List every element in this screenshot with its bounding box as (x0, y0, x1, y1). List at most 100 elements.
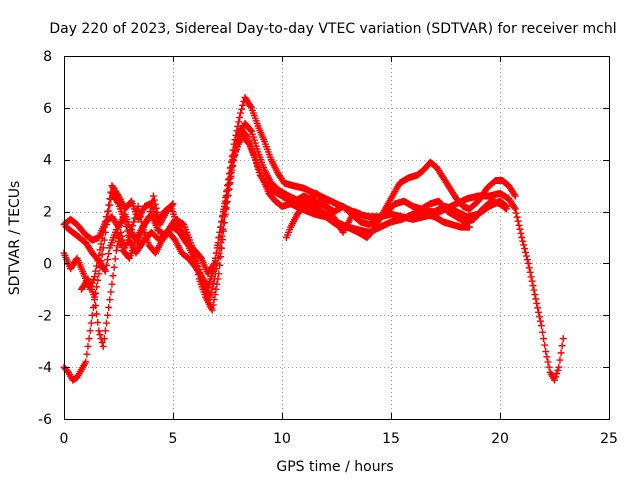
data-point (145, 213, 153, 221)
data-point (117, 228, 125, 236)
data-point (93, 262, 101, 270)
data-point (516, 225, 524, 233)
x-tick-label: 0 (60, 431, 69, 447)
data-point (150, 196, 158, 204)
data-point (82, 358, 90, 366)
data-point (237, 109, 245, 117)
data-point (528, 277, 536, 285)
data-point (105, 201, 113, 209)
data-point (222, 192, 230, 200)
data-points (60, 93, 567, 384)
data-point (503, 202, 511, 210)
data-point (541, 341, 549, 349)
data-point (526, 268, 534, 276)
x-tick-label: 5 (169, 431, 178, 447)
data-point (534, 304, 542, 312)
data-point (149, 192, 157, 200)
data-point (239, 101, 247, 109)
data-point (209, 261, 217, 269)
series-trace-e (77, 192, 177, 350)
data-point (557, 349, 565, 357)
data-point (533, 299, 541, 307)
data-point (511, 192, 519, 200)
data-point (225, 175, 233, 183)
data-point (558, 342, 566, 350)
data-point (121, 218, 129, 226)
data-point (153, 208, 161, 216)
data-point (99, 342, 107, 350)
data-point (536, 313, 544, 321)
data-point (101, 327, 109, 335)
y-axis-label: SDTVAR / TECUs (7, 181, 23, 296)
data-point (91, 272, 99, 280)
data-point (521, 245, 529, 253)
data-point (144, 214, 152, 222)
data-point (208, 306, 216, 314)
x-tick-label: 10 (273, 431, 291, 447)
data-point (555, 363, 563, 371)
data-point (112, 246, 120, 254)
data-point (107, 288, 115, 296)
data-point (539, 328, 547, 336)
data-point (126, 230, 134, 238)
data-point (98, 339, 106, 347)
data-point (154, 212, 162, 220)
data-point (502, 202, 510, 210)
data-point (210, 296, 218, 304)
data-point (535, 308, 543, 316)
data-point (247, 102, 255, 110)
axis-ticks: 0 5 10 15 20 25 -6 -4 -2 0 2 4 6 8 (38, 49, 618, 447)
data-point (122, 222, 130, 230)
data-point (552, 373, 560, 381)
data-point (88, 311, 96, 319)
series-trace-g (422, 210, 473, 231)
data-point (104, 208, 112, 216)
data-point (518, 234, 526, 241)
data-point (236, 113, 244, 121)
data-point (218, 232, 226, 240)
data-point (224, 181, 232, 189)
data-point (95, 327, 103, 335)
data-point (136, 213, 144, 221)
data-point (517, 229, 525, 237)
y-tick-label: 2 (43, 205, 52, 221)
data-point (91, 293, 99, 301)
data-point (551, 376, 558, 384)
data-point (523, 256, 531, 264)
data-point (519, 237, 527, 245)
data-point (103, 261, 111, 269)
data-point (238, 105, 246, 113)
data-point (247, 126, 255, 134)
data-point (214, 241, 222, 249)
data-point (99, 228, 107, 236)
data-point (85, 335, 93, 343)
x-tick-label: 20 (491, 431, 509, 447)
data-point (105, 304, 113, 312)
data-point (109, 272, 117, 280)
data-point (522, 248, 530, 256)
data-point (520, 241, 528, 249)
data-point (94, 318, 102, 326)
data-point (559, 335, 567, 343)
data-point (96, 246, 104, 254)
y-tick-label: 8 (43, 49, 52, 65)
data-point (100, 335, 108, 343)
data-point (513, 213, 521, 221)
data-point (104, 311, 112, 319)
data-point (129, 222, 137, 230)
data-point (98, 234, 106, 242)
data-point (545, 363, 553, 371)
data-point (219, 213, 227, 221)
data-point (511, 205, 519, 213)
data-point (212, 257, 220, 265)
data-point (223, 199, 231, 207)
data-point (104, 256, 112, 264)
chart-title: Day 220 of 2023, Sidereal Day-to-day VTE… (49, 21, 616, 37)
data-point (83, 350, 91, 358)
data-point (101, 218, 109, 226)
data-point (211, 291, 219, 299)
data-point (235, 118, 243, 126)
data-point (531, 291, 539, 299)
data-point (556, 356, 564, 364)
